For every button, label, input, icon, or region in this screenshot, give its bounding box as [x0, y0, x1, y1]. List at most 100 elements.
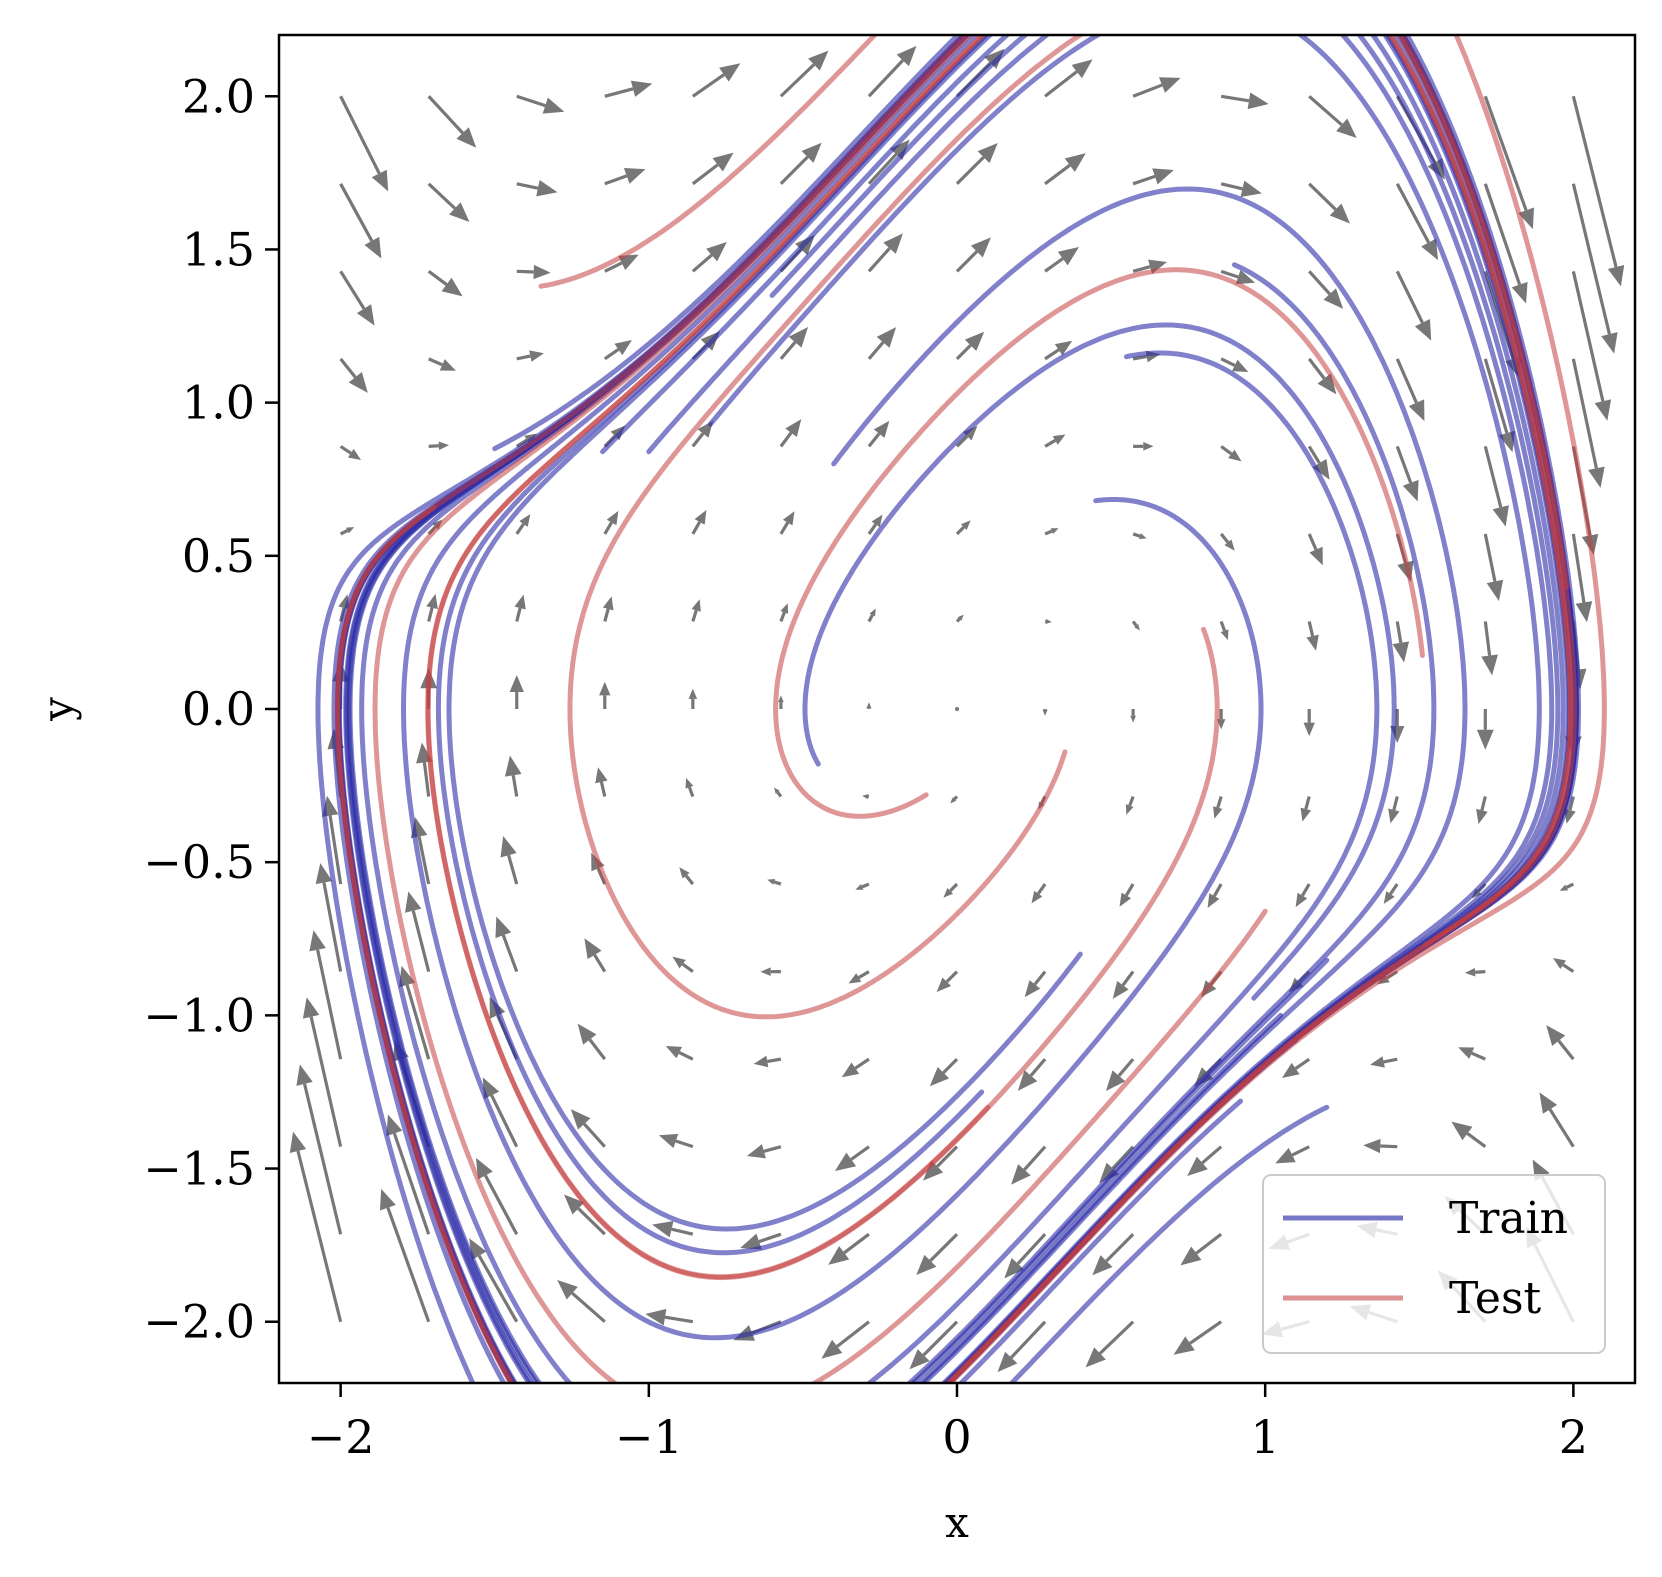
vector-arrow [1132, 532, 1147, 540]
vector-arrow [1300, 796, 1312, 822]
vector-arrow [1464, 967, 1486, 977]
test-trajectory [567, 35, 1085, 1020]
vector-arrow [1219, 532, 1235, 551]
vector-arrow [867, 514, 883, 535]
y-tick-label: −1.0 [143, 988, 255, 1042]
vector-arrow [1552, 958, 1575, 973]
vector-arrow [570, 1109, 606, 1148]
vector-arrow [779, 326, 809, 360]
test-trajectory [335, 35, 1574, 1383]
vector-arrow [557, 1280, 606, 1323]
vector-arrow [475, 1157, 519, 1235]
vector-arrow [1092, 1233, 1135, 1276]
y-tick-label: 2.0 [182, 69, 255, 123]
vector-arrow [867, 420, 890, 448]
vector-arrow [658, 1133, 694, 1149]
vector-arrow [1476, 796, 1488, 825]
vector-arrow [516, 179, 558, 197]
x-tick-label: −1 [615, 1410, 683, 1464]
vector-arrow [1392, 621, 1410, 663]
vector-arrow [691, 509, 707, 535]
vector-arrow [1483, 358, 1515, 453]
vector-arrow [746, 1144, 782, 1159]
vector-arrow [595, 767, 608, 797]
vector-arrow [1571, 95, 1625, 287]
vector-arrow [602, 596, 614, 622]
vector-arrow [866, 702, 872, 709]
vector-arrow [289, 1131, 343, 1323]
trajectories [315, 35, 1607, 1383]
vector-arrow [955, 614, 964, 623]
vector-arrow [828, 1232, 870, 1265]
test-trajectory [334, 35, 1607, 1383]
vector-arrow [1571, 183, 1618, 354]
vector-arrow [1044, 528, 1059, 536]
vector-arrow [1130, 709, 1136, 723]
vector-arrow [1017, 1058, 1047, 1091]
vector-arrow [1132, 77, 1181, 98]
train-trajectory [802, 322, 1397, 1001]
vector-arrow [515, 514, 531, 535]
vector-arrow [603, 510, 619, 535]
vector-arrow [955, 331, 985, 361]
vector-arrow [1187, 1145, 1223, 1177]
vector-arrow [1219, 620, 1229, 641]
vector-arrow [564, 1194, 606, 1236]
vector-arrow [778, 695, 784, 709]
vector-arrow [955, 520, 971, 536]
vector-arrow [339, 183, 382, 259]
vector-arrow [296, 1064, 343, 1235]
vector-arrow [1483, 446, 1509, 527]
vector-arrow [1220, 180, 1262, 197]
vector-arrow [685, 777, 695, 798]
vector-arrow [386, 1114, 431, 1235]
vector-arrow [691, 63, 741, 98]
vector-arrow [302, 997, 343, 1148]
vector-arrow [577, 1023, 607, 1061]
vector-arrow [1559, 882, 1575, 891]
vector-arrow [1307, 533, 1323, 566]
vector-arrow [1044, 434, 1066, 448]
vector-arrow [936, 970, 959, 992]
vector-arrow [1395, 445, 1419, 502]
vector-arrow [379, 1188, 431, 1323]
legend: Train Test [1262, 1174, 1606, 1354]
vector-arrow [1042, 709, 1048, 716]
vector-arrow [1220, 269, 1256, 285]
vector-arrow [767, 878, 782, 886]
vector-arrow [867, 327, 897, 360]
y-tick-label: 1.0 [182, 376, 255, 430]
vector-arrow [909, 1320, 959, 1370]
y-tick-label: −1.5 [143, 1142, 255, 1196]
vector-arrow [1383, 883, 1399, 904]
vector-arrow [867, 608, 876, 623]
vector-arrow [516, 264, 551, 280]
vector-arrow [1220, 357, 1249, 373]
vector-arrow [1388, 796, 1400, 824]
vector-arrow [774, 787, 783, 798]
vector-arrow [427, 182, 470, 223]
vector-arrow [482, 1077, 519, 1148]
vector-arrow [688, 688, 698, 709]
vector-arrow [315, 862, 343, 972]
x-axis-label: x [945, 1498, 969, 1547]
vector-arrow [426, 593, 438, 622]
vector-arrow [779, 603, 789, 623]
vector-arrow [997, 1320, 1047, 1373]
vector-arrow [514, 594, 526, 622]
vector-arrow [509, 675, 524, 709]
vector-arrow [309, 930, 343, 1060]
vector-arrow [1306, 621, 1319, 651]
vector-arrow [943, 882, 959, 898]
y-axis-label: y [33, 697, 82, 722]
vector-arrow [867, 233, 903, 273]
vector-arrow [1044, 340, 1073, 361]
test-trajectory [773, 267, 1425, 819]
x-axis: −2 −1 0 1 2 [307, 1383, 1588, 1464]
vector-arrow [867, 139, 910, 185]
vector-arrow [1483, 533, 1504, 602]
vector-arrow [1451, 1121, 1487, 1148]
y-tick-label: 0.0 [182, 682, 255, 736]
vector-arrow [652, 1221, 694, 1238]
